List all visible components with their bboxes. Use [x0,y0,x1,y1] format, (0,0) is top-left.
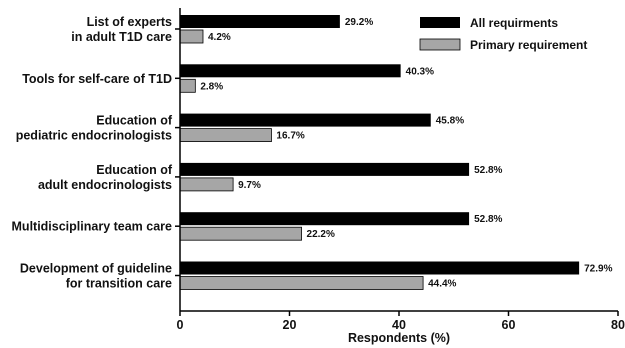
data-label-primary-0: 4.2% [208,32,231,43]
axes: 0 20 40 60 80 [175,8,625,332]
category-label-3-line-0: Education of [96,163,173,177]
category-label-0-line-0: List of experts [87,15,172,29]
data-label-all-3: 52.8% [474,165,502,176]
category-label-0-line-1: in adult T1D care [71,30,172,44]
legend-label-all: All requirments [470,16,558,30]
category-label-5-line-1: for transition care [66,277,172,291]
bar-primary-4 [179,226,302,241]
bar-primary-2 [179,128,272,143]
data-label-primary-1: 2.8% [200,81,223,92]
category-label-5-line-0: Development of guideline [20,262,172,276]
data-label-primary-2: 16.7% [276,131,304,142]
data-label-primary-3: 9.7% [238,180,261,191]
bar-primary-1 [179,78,196,93]
category-label-2-line-0: Education of [96,114,173,128]
x-axis-title: Respondents (%) [348,331,450,345]
category-label-4-line-0: Multidisciplinary team care [12,220,173,234]
data-label-primary-5: 44.4% [428,279,456,290]
bars-layer [179,15,580,290]
bar-all-3 [180,162,470,176]
category-label-3-line-1: adult endocrinologists [38,178,172,192]
data-label-primary-4: 22.2% [307,229,335,240]
x-tick-label-60: 60 [502,318,516,332]
legend-swatch-primary [419,38,461,51]
bar-primary-0 [179,29,204,44]
x-tick-label-0: 0 [177,318,184,332]
legend: All requirments Primary requirement [419,16,587,52]
category-label-2-line-1: pediatric endocrinologists [16,129,172,143]
bar-all-1 [180,64,401,78]
data-label-all-0: 29.2% [345,17,373,28]
bar-all-5 [180,261,580,275]
bar-all-0 [180,15,340,28]
data-label-all-2: 45.8% [436,116,464,127]
data-label-all-5: 72.9% [584,264,612,275]
bar-primary-3 [179,177,234,192]
data-labels-layer: 29.2% 4.2% 40.3% 2.8% 45.8% 16.7% 52.8% 9.7% 52.… [200,17,612,290]
legend-label-primary: Primary requirement [470,38,587,52]
bar-all-2 [180,113,431,127]
x-tick-label-80: 80 [611,318,625,332]
legend-swatch-all [420,17,460,28]
x-tick-label-20: 20 [283,318,297,332]
data-label-all-4: 52.8% [474,214,502,225]
data-label-all-1: 40.3% [406,66,434,77]
category-label-1-line-0: Tools for self-care of T1D [22,72,172,86]
x-tick-label-40: 40 [392,318,406,332]
bar-primary-5 [179,276,424,290]
bar-all-4 [180,212,470,226]
